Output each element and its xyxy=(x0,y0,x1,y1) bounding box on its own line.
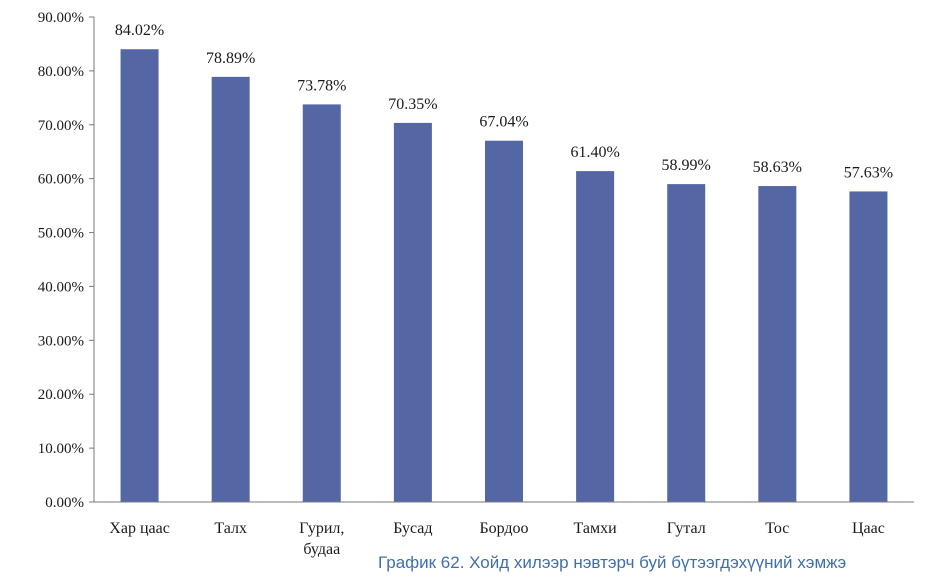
category-labels: Хар цаас Талх Гурил, будаа Бусад Бордоо Тамхи Г… xyxy=(109,520,885,558)
bar xyxy=(393,122,432,503)
y-tick-label: 0.00% xyxy=(45,495,84,511)
data-label: 70.35% xyxy=(388,96,437,113)
bar xyxy=(211,76,250,503)
y-tick-label: 80.00% xyxy=(38,64,84,80)
y-tick-label: 20.00% xyxy=(38,387,84,403)
category-label: Талх xyxy=(214,520,247,537)
data-label: 84.02% xyxy=(115,22,164,39)
data-label: 61.40% xyxy=(570,144,619,161)
bar xyxy=(576,171,615,502)
bar xyxy=(849,191,888,502)
data-label: 57.63% xyxy=(844,164,893,181)
data-label: 73.78% xyxy=(297,77,346,94)
bar xyxy=(758,186,797,502)
bar xyxy=(120,49,159,502)
y-tick-label: 90.00% xyxy=(38,10,84,26)
category-label: Хар цаас xyxy=(109,520,170,537)
y-axis-ticks: 0.00% 10.00% 20.00% 30.00% 40.00% 50.00% 60.00… xyxy=(38,10,94,511)
data-label: 67.04% xyxy=(479,114,528,131)
y-tick-label: 10.00% xyxy=(38,441,84,457)
category-label: Цаас xyxy=(852,520,885,537)
category-label: Гутал xyxy=(667,520,706,537)
category-label: Тос xyxy=(765,520,789,537)
category-label: Гурил, будаа xyxy=(299,520,344,558)
category-label: Бусад xyxy=(393,520,432,537)
bar xyxy=(485,140,523,502)
bar xyxy=(667,184,706,503)
data-labels: 84.02% 78.89% 73.78% 70.35% 67.04% 61.40% 58.9… xyxy=(115,22,893,181)
category-label: Тамхи xyxy=(574,520,618,537)
y-tick-label: 40.00% xyxy=(38,279,84,295)
category-label: Бордоо xyxy=(479,520,528,537)
chart-caption: График 62. Хойд хилээр нэвтэрч буй бүтээ… xyxy=(378,553,847,572)
y-tick-label: 30.00% xyxy=(38,333,84,349)
bar xyxy=(302,104,341,502)
data-label: 58.63% xyxy=(753,159,802,176)
y-tick-label: 70.00% xyxy=(38,118,84,134)
data-label: 78.89% xyxy=(206,50,255,67)
y-tick-label: 50.00% xyxy=(38,226,84,242)
y-tick-label: 60.00% xyxy=(38,172,84,188)
data-label: 58.99% xyxy=(662,157,711,174)
bars xyxy=(120,49,888,503)
